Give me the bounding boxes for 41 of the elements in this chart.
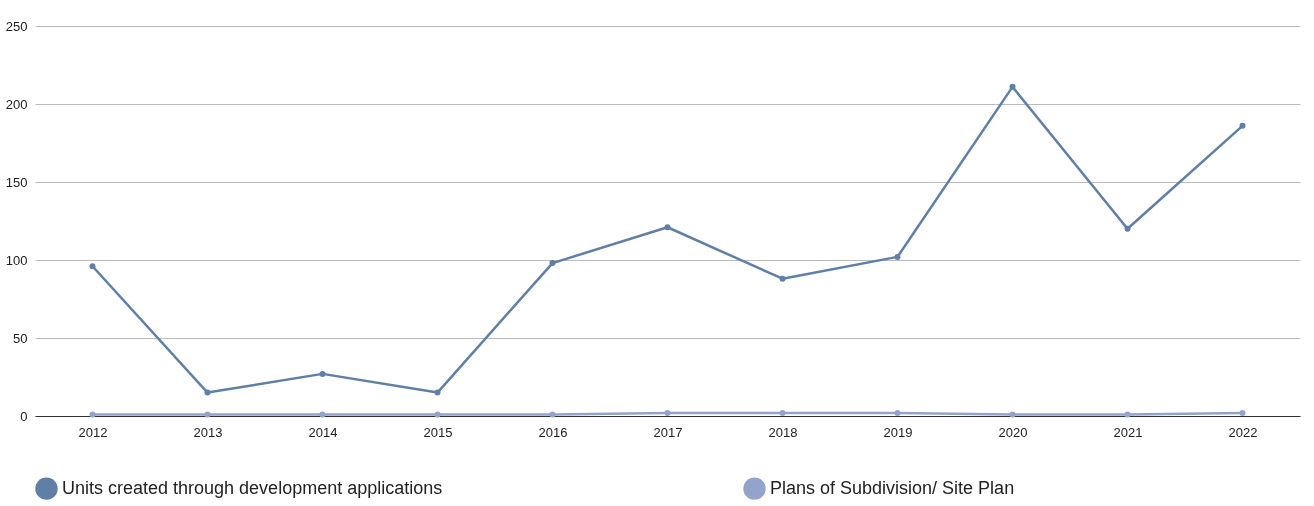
point — [549, 260, 556, 267]
legend-label: Units created through development applications — [62, 477, 443, 498]
x-tick-label: 2018 — [768, 424, 798, 440]
x-tick-label: 2019 — [883, 424, 913, 440]
y-tick-label: 0 — [20, 408, 28, 424]
point — [894, 409, 901, 416]
y-tick-label: 250 — [5, 18, 28, 34]
point — [894, 253, 901, 260]
point — [319, 411, 326, 418]
point — [319, 370, 326, 377]
x-tick-label: 2014 — [308, 424, 338, 440]
x-tick-label: 2021 — [1113, 424, 1143, 440]
point — [664, 224, 671, 231]
y-tick-label: 200 — [5, 96, 28, 112]
point — [549, 411, 556, 418]
x-tick-label: 2013 — [193, 424, 223, 440]
point — [89, 263, 96, 270]
x-tick-label: 2015 — [423, 424, 453, 440]
point — [1239, 409, 1246, 416]
y-tick-label: 50 — [13, 330, 28, 346]
point — [204, 389, 211, 396]
point — [664, 409, 671, 416]
point — [434, 389, 441, 396]
x-tick-label: 2020 — [998, 424, 1028, 440]
y-tick-label: 100 — [5, 252, 28, 268]
point — [434, 411, 441, 418]
point — [1009, 411, 1016, 418]
point — [89, 411, 96, 418]
legend-label: Plans of Subdivision/ Site Plan — [770, 477, 1015, 498]
y-tick-label: 150 — [5, 174, 28, 190]
x-tick-label: 2012 — [78, 424, 108, 440]
point — [1124, 225, 1131, 232]
point — [779, 275, 786, 282]
point — [779, 409, 786, 416]
point — [1124, 411, 1131, 418]
x-tick-label: 2017 — [653, 424, 683, 440]
x-tick-label: 2022 — [1228, 424, 1258, 440]
point — [204, 411, 211, 418]
point — [1239, 122, 1246, 129]
point — [1009, 83, 1016, 90]
x-tick-label: 2016 — [538, 424, 568, 440]
